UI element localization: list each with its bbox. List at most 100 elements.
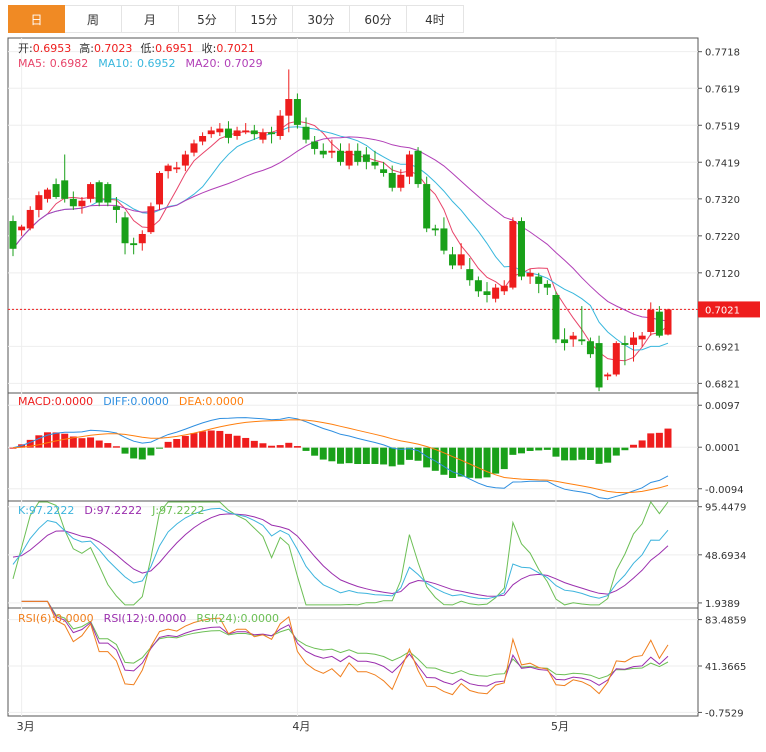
candle-body	[207, 130, 215, 135]
macd-bar	[276, 445, 284, 448]
y-tick-label: 0.7120	[705, 269, 740, 280]
tab-30min[interactable]: 30分	[293, 5, 350, 33]
y-tick-label: 0.7220	[705, 232, 740, 243]
candle-body	[362, 154, 370, 162]
candle-body	[423, 184, 431, 229]
macd-bar	[147, 447, 155, 456]
macd-bar	[638, 440, 646, 448]
macd-indicator	[9, 416, 672, 500]
y-tick-label: 1.9389	[705, 599, 740, 610]
candle-body	[9, 221, 17, 249]
rsi-indicator	[21, 600, 669, 696]
macd-bar	[578, 447, 586, 460]
macd-bar	[362, 447, 370, 464]
candle-body	[595, 343, 603, 388]
x-tick-label: 5月	[551, 720, 569, 733]
close-value: 0.7021	[216, 42, 255, 55]
high-value: 0.7023	[94, 42, 133, 55]
macd-bar	[664, 428, 672, 448]
candle-body	[586, 341, 594, 355]
rsi6-label: RSI(6):	[18, 612, 55, 625]
tab-15min[interactable]: 15分	[236, 5, 293, 33]
y-tick-label: 0.7519	[705, 121, 740, 132]
candle-body	[535, 276, 543, 284]
macd-bar	[492, 447, 500, 474]
candle-body	[121, 217, 129, 244]
candle-body	[569, 335, 577, 340]
macd-bar	[388, 447, 396, 467]
macd-bar	[259, 443, 267, 448]
macd-bar	[612, 447, 620, 456]
timeframe-tabs: 日 周 月 5分 15分 30分 60分 4时	[8, 5, 464, 33]
tab-day[interactable]: 日	[8, 5, 65, 33]
macd-bar	[87, 437, 95, 448]
candle-body	[250, 130, 258, 135]
macd-bar	[483, 447, 491, 478]
y-tick-label: 0.7718	[705, 48, 740, 59]
candle-body	[612, 343, 620, 375]
macd-bar	[268, 445, 276, 448]
macd-bar	[595, 447, 603, 464]
macd-bar	[509, 447, 517, 455]
macd-bar	[543, 447, 551, 450]
rsi24-label: RSI(24):	[196, 612, 240, 625]
candle-body	[578, 339, 586, 342]
candle-body	[638, 335, 646, 340]
macd-bar	[138, 447, 146, 460]
candlestick-series	[9, 69, 672, 392]
candle-body	[26, 209, 34, 229]
candle-body	[104, 184, 112, 203]
y-tick-label: 0.7419	[705, 158, 740, 169]
y-tick-label: 48.6934	[705, 551, 746, 562]
dea-label: DEA:	[179, 395, 205, 408]
macd-bar	[164, 441, 172, 448]
macd-bar	[405, 447, 413, 460]
open-value: 0.6953	[33, 42, 72, 55]
x-tick-label: 3月	[17, 720, 35, 733]
tab-5min[interactable]: 5分	[179, 5, 236, 33]
macd-bar	[449, 447, 457, 478]
macd-bar	[474, 447, 482, 479]
tab-week[interactable]: 周	[65, 5, 122, 33]
candle-body	[43, 189, 51, 199]
macd-bar	[647, 433, 655, 448]
macd-bar	[466, 447, 474, 478]
macd-bar	[104, 443, 112, 448]
candle-body	[621, 343, 629, 345]
candle-body	[138, 233, 146, 244]
candle-body	[181, 154, 189, 166]
candle-body	[190, 143, 198, 153]
macd-bar	[621, 447, 629, 451]
tab-60min[interactable]: 60分	[350, 5, 407, 33]
rsi24-value: 0.0000	[240, 612, 279, 625]
candle-body	[173, 167, 181, 170]
candle-body	[164, 165, 172, 172]
macd-bar	[345, 447, 353, 464]
candle-body	[224, 128, 232, 138]
rsi6-line	[21, 600, 669, 696]
macd-bar	[414, 447, 422, 461]
rsi24-line	[21, 600, 669, 680]
candle-body	[457, 254, 465, 266]
macd-bar	[630, 444, 638, 448]
kdj-indicator	[12, 500, 669, 606]
candle-body	[61, 180, 69, 199]
candle-body	[604, 374, 612, 377]
price-legend: 开:0.6953 高:0.7023 低:0.6951 收:0.7021 MA5: 0.6…	[18, 41, 263, 70]
tab-4hour[interactable]: 4时	[407, 5, 464, 33]
tab-month[interactable]: 月	[122, 5, 179, 33]
y-tick-label: 0.7619	[705, 84, 740, 95]
macd-bar	[552, 447, 560, 457]
candle-body	[18, 226, 26, 231]
k-value: 97.2222	[29, 504, 75, 517]
d-line	[12, 513, 669, 597]
y-tick-label: 0.6921	[705, 342, 740, 353]
macd-bar	[302, 447, 310, 451]
macd-bar	[337, 447, 344, 464]
y-axis-labels: 0.7718 0.7619 0.7519 0.7419 0.7320 0.7220 0.71…	[698, 48, 760, 719]
x-tick-label: 4月	[292, 720, 310, 733]
macd-bar	[423, 447, 431, 468]
macd-bar	[233, 435, 241, 448]
